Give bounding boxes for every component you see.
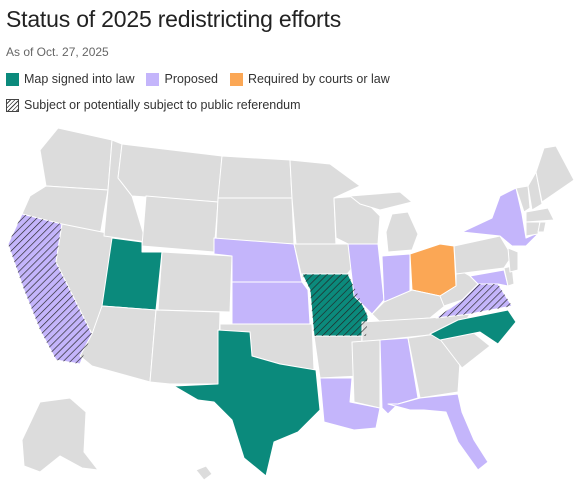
state-connecticut	[525, 221, 541, 237]
state-north-carolina	[429, 309, 517, 345]
legend-item-proposed: Proposed	[146, 72, 218, 86]
state-montana	[117, 143, 223, 203]
state-colorado	[157, 251, 233, 313]
state-alaska	[21, 397, 99, 473]
legend-swatch-signed	[6, 72, 19, 86]
legend-swatch-required	[230, 72, 243, 86]
state-wyoming	[141, 195, 219, 253]
legend-label-referendum: Subject or potentially subject to public…	[24, 98, 301, 112]
state-new-jersey	[507, 247, 519, 273]
state-massachusetts	[525, 207, 555, 223]
state-louisiana	[319, 377, 381, 431]
chart-subtitle: As of Oct. 27, 2025	[6, 45, 109, 59]
state-pennsylvania	[453, 235, 513, 275]
state-kansas	[231, 281, 311, 325]
state-new-york	[461, 187, 541, 247]
state-washington	[39, 127, 113, 191]
state-hawaii	[195, 465, 213, 481]
state-vermont	[515, 185, 531, 213]
legend-label-required: Required by courts or law	[248, 72, 390, 86]
state-iowa	[293, 243, 353, 279]
chart-title: Status of 2025 redistricting efforts	[6, 6, 342, 32]
state-new-hampshire	[527, 171, 543, 211]
state-michigan-upper	[349, 191, 413, 211]
state-texas	[173, 329, 321, 477]
state-south-dakota	[215, 197, 295, 245]
legend-label-signed: Map signed into law	[24, 72, 135, 86]
state-utah	[101, 237, 163, 311]
legend-swatch-referendum	[6, 98, 19, 112]
state-north-dakota	[217, 155, 293, 199]
state-florida	[387, 393, 489, 471]
legend-label-proposed: Proposed	[164, 72, 218, 86]
legend-item-signed: Map signed into law	[6, 72, 134, 86]
legend: Map signed into law Proposed Required by…	[6, 72, 402, 86]
state-michigan	[385, 211, 419, 253]
legend-item-required: Required by courts or law	[230, 72, 390, 86]
legend-swatch-proposed	[146, 72, 160, 86]
legend-item-referendum: Subject or potentially subject to public…	[6, 98, 301, 112]
state-ohio	[409, 243, 457, 297]
state-mississippi	[351, 339, 381, 409]
state-maine	[535, 145, 575, 203]
state-rhode-island	[537, 221, 547, 233]
state-new-mexico	[149, 309, 221, 385]
legend-referendum: Subject or potentially subject to public…	[6, 98, 313, 112]
